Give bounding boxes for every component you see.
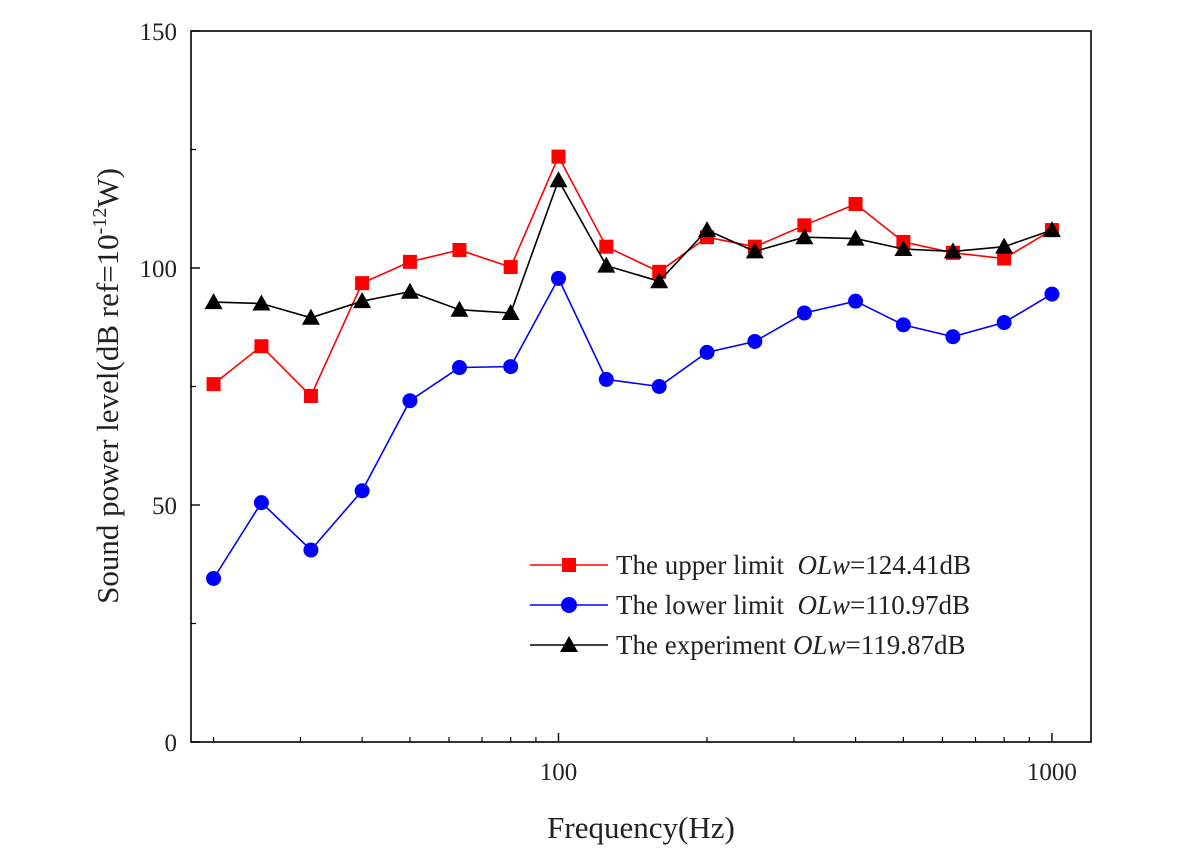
data-point-lower bbox=[895, 317, 911, 333]
legend-label-experiment-text: The experiment bbox=[616, 630, 793, 660]
legend-item-experiment: The experiment OLw=119.87dB bbox=[530, 630, 965, 660]
data-point-lower bbox=[303, 542, 319, 558]
data-point-experiment bbox=[501, 304, 520, 321]
data-point-experiment bbox=[995, 237, 1014, 254]
y-axis-title-main: Sound power level(dB ref=10 bbox=[90, 234, 125, 604]
data-point-lower bbox=[354, 483, 370, 499]
data-point-experiment bbox=[450, 300, 469, 317]
legend: The upper limit OLw=124.41dB The lower l… bbox=[530, 550, 971, 660]
data-point-experiment bbox=[846, 229, 865, 246]
x-axis: 100 1000 bbox=[212, 733, 1077, 786]
legend-label-lower-value: =110.97dB bbox=[850, 590, 970, 620]
data-point-lower bbox=[747, 333, 763, 349]
data-point-upper bbox=[303, 388, 318, 403]
data-point-lower bbox=[206, 570, 222, 586]
data-point-upper bbox=[797, 218, 812, 233]
series-experiment bbox=[204, 171, 1061, 325]
data-point-experiment bbox=[252, 294, 271, 311]
legend-label-upper-text: The upper limit bbox=[616, 550, 797, 580]
data-point-upper bbox=[652, 264, 667, 279]
data-point-lower bbox=[1044, 286, 1060, 302]
data-point-upper bbox=[206, 377, 221, 392]
legend-label-upper-metric: OLw bbox=[797, 550, 850, 580]
data-point-experiment bbox=[698, 221, 717, 238]
data-point-experiment bbox=[745, 242, 764, 259]
series-line-lower bbox=[212, 276, 1053, 579]
legend-item-lower: The lower limit OLw=110.97dB bbox=[530, 590, 970, 620]
legend-marker-lower bbox=[561, 597, 577, 613]
data-point-experiment bbox=[943, 242, 962, 259]
data-point-experiment bbox=[1042, 221, 1061, 238]
data-point-lower bbox=[945, 329, 961, 345]
legend-label-experiment: The experiment OLw=119.87dB bbox=[616, 630, 965, 660]
data-point-upper bbox=[848, 197, 863, 212]
data-point-lower bbox=[651, 379, 667, 394]
data-point-upper bbox=[503, 260, 518, 275]
series-lower bbox=[206, 270, 1060, 586]
legend-label-experiment-metric: OLw bbox=[793, 630, 846, 660]
data-point-upper bbox=[254, 339, 269, 354]
x-axis-title: Frequency(Hz) bbox=[547, 810, 735, 845]
y-axis: 0 50 100 150 bbox=[140, 19, 200, 757]
data-point-lower bbox=[699, 344, 715, 360]
data-point-experiment bbox=[353, 292, 372, 309]
series-upper bbox=[206, 149, 1059, 403]
series-line-experiment bbox=[213, 178, 1053, 319]
data-point-lower bbox=[253, 495, 269, 511]
data-point-experiment bbox=[894, 240, 913, 257]
series-line-upper bbox=[213, 154, 1053, 398]
legend-label-experiment-value: =119.87dB bbox=[845, 630, 965, 660]
data-point-experiment bbox=[795, 228, 814, 245]
y-axis-title: Sound power level(dB ref=10-12W) bbox=[89, 168, 125, 604]
data-point-upper bbox=[452, 242, 467, 257]
x-tick-label: 100 bbox=[540, 759, 578, 786]
data-point-upper bbox=[355, 276, 370, 291]
data-point-experiment bbox=[597, 256, 616, 273]
data-point-experiment bbox=[400, 282, 419, 299]
data-point-lower bbox=[598, 371, 614, 387]
y-axis-title-tail: W) bbox=[90, 168, 125, 208]
data-point-upper bbox=[599, 239, 614, 254]
data-point-lower bbox=[996, 315, 1012, 331]
data-point-experiment bbox=[549, 171, 568, 188]
data-point-lower bbox=[550, 270, 566, 286]
series-layer bbox=[204, 149, 1061, 586]
y-tick-label: 0 bbox=[165, 730, 178, 757]
data-point-experiment bbox=[204, 293, 223, 310]
x-tick-label: 1000 bbox=[1027, 759, 1077, 786]
data-point-lower bbox=[848, 293, 864, 309]
legend-label-upper-value: =124.41dB bbox=[850, 550, 971, 580]
data-point-upper bbox=[997, 251, 1012, 266]
legend-marker-experiment bbox=[560, 636, 578, 652]
data-point-lower bbox=[451, 360, 467, 376]
legend-label-lower-text: The lower limit bbox=[616, 590, 797, 620]
data-point-experiment bbox=[650, 272, 669, 289]
y-tick-label: 100 bbox=[140, 256, 178, 283]
data-point-upper bbox=[551, 149, 566, 164]
legend-marker-upper bbox=[562, 558, 576, 572]
data-point-upper bbox=[402, 254, 417, 269]
legend-label-lower: The lower limit OLw=110.97dB bbox=[616, 590, 970, 620]
data-point-lower bbox=[796, 305, 812, 321]
legend-label-lower-metric: OLw bbox=[797, 590, 850, 620]
y-tick-label: 150 bbox=[140, 19, 178, 46]
legend-label-upper: The upper limit OLw=124.41dB bbox=[616, 550, 971, 580]
data-point-lower bbox=[402, 393, 418, 409]
data-point-lower bbox=[503, 359, 519, 375]
y-tick-label: 50 bbox=[152, 493, 177, 520]
data-point-experiment bbox=[301, 308, 320, 325]
y-axis-title-sup: -12 bbox=[89, 208, 111, 235]
legend-item-upper: The upper limit OLw=124.41dB bbox=[530, 550, 971, 580]
